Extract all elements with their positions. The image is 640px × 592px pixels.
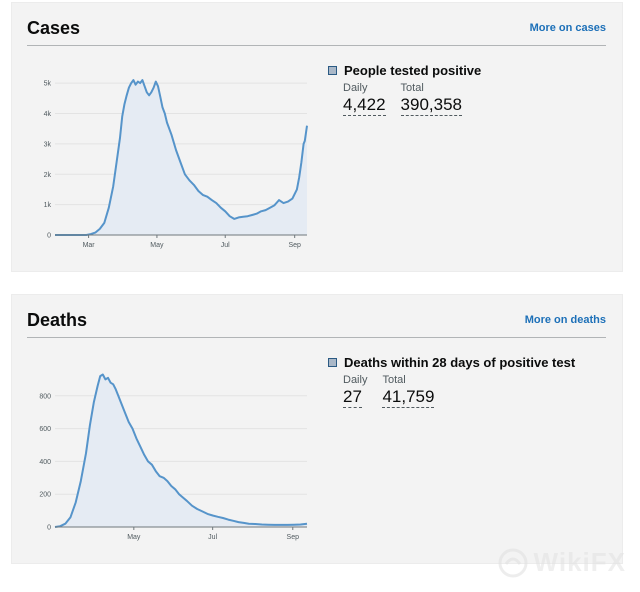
y-tick-label: 1k [44, 202, 52, 209]
cases-metric-title: People tested positive [344, 63, 482, 78]
x-tick-label: May [127, 534, 141, 541]
series-line [54, 373, 308, 528]
x-tick-label: Jul [221, 242, 230, 249]
cases-title: Cases [27, 18, 81, 38]
wikifx-watermark-text: WikiFX [533, 547, 626, 577]
y-tick-label: 4k [44, 111, 52, 118]
cases-daily-label: Daily [343, 82, 368, 94]
cases-card: Cases More on cases 0 1k 2k 3k 4k 5k Mar May Jul… [11, 2, 623, 272]
deaths-chart: 0 200 400 600 800 May Jul Sep [39, 373, 308, 541]
y-tick-label: 800 [39, 393, 51, 400]
deaths-metric-title: Deaths within 28 days of positive test [344, 355, 576, 370]
cases-daily-value[interactable]: 4,422 [343, 95, 386, 116]
x-tick-label: May [150, 242, 164, 249]
legend-square-icon [328, 358, 337, 367]
deaths-daily-value[interactable]: 27 [343, 387, 362, 408]
cases-chart: 0 1k 2k 3k 4k 5k Mar May Jul Sep [44, 79, 308, 249]
deaths-divider [27, 337, 606, 338]
cases-summary: People tested positive Daily 4,422 Total… [328, 63, 481, 116]
y-tick-label: 600 [39, 426, 51, 433]
series-area [55, 80, 307, 235]
y-tick-label: 3k [44, 141, 52, 148]
deaths-total-label: Total [382, 374, 406, 386]
deaths-total-value[interactable]: 41,759 [382, 387, 435, 408]
cases-total-stat: Total 390,358 [400, 82, 462, 116]
deaths-total-stat: Total 41,759 [382, 374, 435, 408]
x-tick-label: Mar [83, 242, 96, 249]
more-on-deaths-link[interactable]: More on deaths [524, 314, 606, 326]
x-tick-label: Jul [208, 534, 217, 541]
deaths-daily-stat: Daily 27 [343, 374, 367, 408]
deaths-daily-label: Daily [343, 374, 368, 386]
cases-total-value[interactable]: 390,358 [400, 95, 462, 116]
legend-square-icon [328, 66, 337, 75]
deaths-summary: Deaths within 28 days of positive test D… [328, 355, 575, 408]
deaths-card: Deaths More on deaths 0 200 400 600 800 May Ju… [11, 294, 623, 564]
series-area [55, 374, 307, 527]
y-tick-label: 0 [47, 233, 51, 240]
wikifx-logo-icon [498, 548, 528, 577]
more-on-cases-link[interactable]: More on cases [529, 22, 606, 34]
y-tick-label: 0 [47, 525, 51, 532]
x-tick-label: Sep [287, 534, 300, 541]
y-tick-label: 400 [39, 459, 51, 466]
y-tick-label: 2k [44, 172, 52, 179]
x-tick-label: Sep [288, 242, 301, 249]
y-tick-label: 5k [44, 81, 52, 88]
cases-divider [27, 45, 606, 46]
cases-total-label: Total [400, 82, 424, 94]
wikifx-watermark: WikiFX [498, 547, 626, 578]
cases-daily-stat: Daily 4,422 [343, 82, 386, 116]
y-tick-label: 200 [39, 492, 51, 499]
deaths-title: Deaths [27, 310, 88, 330]
series-line [55, 79, 308, 236]
